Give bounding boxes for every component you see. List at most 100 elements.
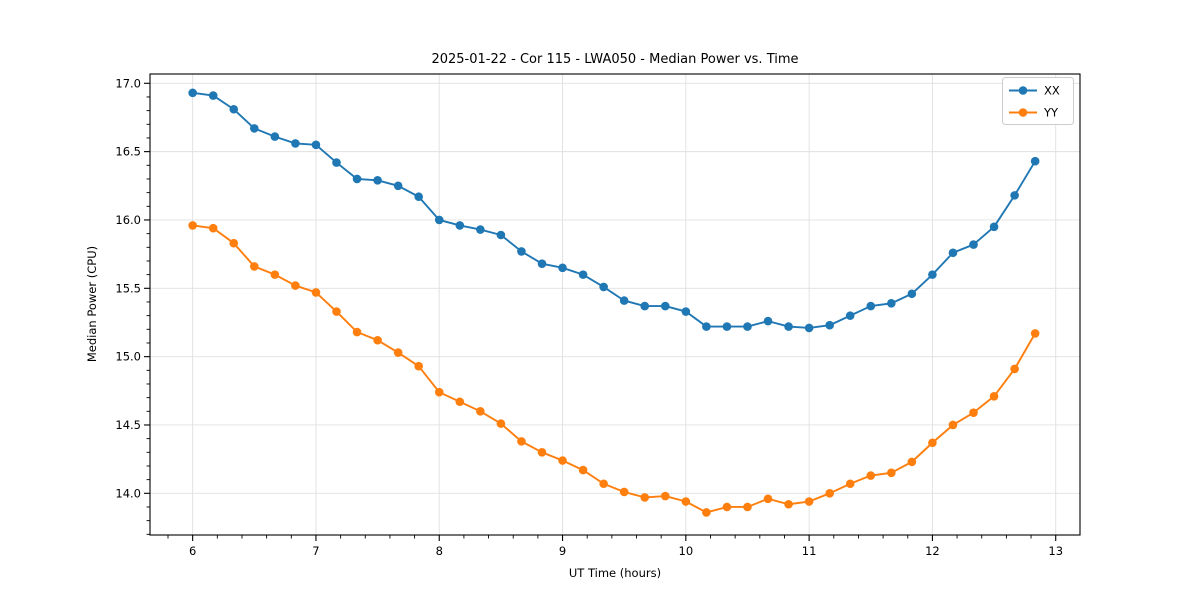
data-point-yy <box>702 508 711 517</box>
data-point-xx <box>352 174 362 184</box>
legend-box <box>1002 77 1074 125</box>
data-point-yy <box>825 489 834 498</box>
data-point-yy <box>681 497 691 506</box>
data-point-xx <box>311 140 321 150</box>
data-point-yy <box>517 437 526 446</box>
data-point-xx <box>578 270 588 279</box>
data-point-xx <box>928 270 937 279</box>
data-point-xx <box>825 320 834 330</box>
data-point-xx <box>517 247 526 256</box>
data-point-xx <box>907 289 917 299</box>
x-tick-label: 9 <box>559 544 566 558</box>
plot-spines <box>149 73 1081 536</box>
data-point-yy <box>270 270 280 279</box>
data-point-yy <box>208 223 218 233</box>
data-point-yy <box>558 456 567 465</box>
data-point-yy <box>989 391 999 401</box>
data-point-xx <box>722 322 732 331</box>
data-point-xx <box>640 301 650 311</box>
data-point-xx <box>784 322 793 331</box>
data-point-xx <box>291 139 300 148</box>
data-point-yy <box>291 281 300 290</box>
data-point-yy <box>784 499 793 509</box>
data-point-yy <box>332 307 341 316</box>
data-point-yy <box>619 487 629 497</box>
data-point-xx <box>537 259 547 269</box>
data-point-xx <box>845 311 855 320</box>
data-point-xx <box>1030 156 1040 166</box>
data-point-xx <box>208 91 218 100</box>
axis-ticks <box>144 82 1057 541</box>
legend-item-xx: XX <box>1044 84 1060 98</box>
data-point-yy <box>887 468 896 478</box>
data-point-xx <box>681 307 691 316</box>
x-axis-label: UT Time (hours) <box>569 566 661 580</box>
data-point-yy <box>845 479 855 489</box>
data-point-yy <box>393 348 403 357</box>
y-tick-label: 14.5 <box>115 418 141 432</box>
x-tick-label: 11 <box>802 544 817 558</box>
data-point-yy <box>743 502 752 512</box>
data-point-xx <box>866 301 876 311</box>
data-point-xx <box>476 225 485 234</box>
data-point-yy <box>928 438 937 448</box>
data-point-xx <box>599 282 608 292</box>
data-point-xx <box>188 88 197 98</box>
axis-tick-labels: 6 7 8 9 10 11 12 13 14.0 14.5 15.0 15.5 16.0 16.5 17.0 <box>115 76 1063 558</box>
series-xx <box>188 88 1040 333</box>
data-point-xx <box>332 158 341 167</box>
legend-sample-xx <box>1009 86 1037 95</box>
grid-lines <box>150 74 1080 535</box>
data-point-yy <box>578 465 588 475</box>
data-point-xx <box>702 322 711 331</box>
data-point-xx <box>270 132 280 141</box>
chart-title: 2025-01-22 - Cor 115 - LWA050 - Median P… <box>431 52 798 67</box>
data-point-yy <box>311 288 321 297</box>
data-point-xx <box>948 248 958 258</box>
data-point-yy <box>1030 329 1040 338</box>
x-tick-label: 12 <box>925 544 940 558</box>
data-point-yy <box>414 361 423 371</box>
y-axis-label: Median Power (CPU) <box>85 246 99 362</box>
y-tick-label: 17.0 <box>115 76 141 90</box>
data-point-yy <box>537 448 547 457</box>
data-point-yy <box>496 419 506 428</box>
data-point-yy <box>763 494 773 504</box>
data-point-yy <box>722 502 732 512</box>
data-point-yy <box>1010 364 1019 374</box>
y-tick-label: 14.0 <box>115 486 141 500</box>
x-tick-label: 13 <box>1048 544 1063 558</box>
y-tick-label: 16.0 <box>115 213 141 227</box>
series-yy <box>188 221 1040 517</box>
data-point-xx <box>804 323 814 333</box>
y-tick-label: 16.5 <box>115 145 141 159</box>
data-point-yy <box>907 457 917 467</box>
data-point-yy <box>640 493 650 502</box>
data-point-xx <box>743 322 752 331</box>
data-point-yy <box>866 471 876 480</box>
data-series <box>188 88 1040 517</box>
data-point-xx <box>660 301 670 311</box>
data-point-yy <box>373 335 382 345</box>
x-tick-label: 10 <box>679 544 694 558</box>
data-point-xx <box>250 124 259 133</box>
x-tick-label: 7 <box>312 544 319 558</box>
data-point-xx <box>763 316 773 326</box>
x-tick-label: 8 <box>436 544 443 558</box>
data-point-xx <box>887 299 896 308</box>
data-point-yy <box>599 479 608 489</box>
legend-item-yy: YY <box>1043 106 1059 120</box>
data-point-yy <box>948 420 958 430</box>
data-point-yy <box>250 262 259 271</box>
data-point-xx <box>455 221 465 230</box>
data-point-yy <box>352 327 362 337</box>
y-tick-label: 15.5 <box>115 281 141 295</box>
y-tick-label: 15.0 <box>115 350 141 364</box>
data-point-yy <box>188 221 197 230</box>
legend: XX YY <box>1002 77 1074 125</box>
data-point-xx <box>434 215 444 225</box>
data-point-xx <box>393 181 403 191</box>
data-point-xx <box>619 296 629 305</box>
